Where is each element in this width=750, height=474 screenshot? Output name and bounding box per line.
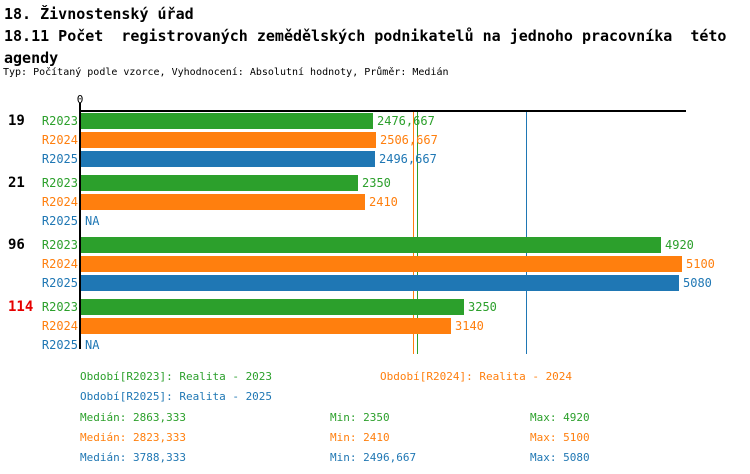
series-label-R2023: R2023	[41, 114, 78, 128]
value-label-19-R2024: 2506,667	[380, 133, 438, 147]
value-label-96-R2023: 4920	[665, 238, 694, 252]
indicator-title-line-1: 18.11 Počet registrovaných zemědělských …	[4, 27, 727, 45]
series-label-R2024: R2024	[41, 257, 78, 271]
na-label-114-R2025: NA	[85, 338, 100, 352]
group-label-19: 19	[8, 113, 25, 129]
bar-chart: 0 19 R2023 2476,667 R2024 2506,667 R2025 2496,…	[8, 93, 715, 354]
series-label-R2025: R2025	[41, 338, 78, 352]
stat-median-R2024: Medián: 2823,333	[80, 431, 186, 444]
legend-period-R2023: Období[R2023]: Realita - 2023	[80, 370, 273, 383]
bar-21-R2023	[81, 175, 358, 191]
value-label-96-R2025: 5080	[683, 276, 712, 290]
median-line-R2024	[413, 111, 414, 354]
series-label-R2025: R2025	[41, 214, 78, 228]
median-line-R2023	[417, 111, 418, 354]
series-label-R2024: R2024	[41, 319, 78, 333]
indicator-title-line-2: agendy	[4, 49, 59, 67]
value-label-114-R2023: 3250	[468, 300, 497, 314]
series-label-R2023: R2023	[41, 176, 78, 190]
bar-19-R2025	[81, 151, 375, 167]
bar-19-R2024	[81, 132, 376, 148]
group-label-21: 21	[8, 175, 25, 191]
series-label-R2024: R2024	[41, 195, 78, 209]
na-label-21-R2025: NA	[85, 214, 100, 228]
stat-median-R2025: Medián: 3788,333	[80, 451, 186, 464]
value-label-21-R2024: 2410	[369, 195, 398, 209]
stat-median-R2023: Medián: 2863,333	[80, 411, 186, 424]
value-label-21-R2023: 2350	[362, 176, 391, 190]
bar-21-R2024	[81, 194, 365, 210]
axis-tick-label-zero: 0	[76, 93, 84, 106]
series-label-R2023: R2023	[41, 300, 78, 314]
axis-line-horizontal	[80, 110, 686, 112]
value-label-19-R2025: 2496,667	[379, 152, 437, 166]
stat-min-R2025: Min: 2496,667	[330, 451, 417, 464]
value-label-114-R2024: 3140	[455, 319, 484, 333]
axis-line-vertical	[79, 103, 81, 349]
series-label-R2025: R2025	[41, 276, 78, 290]
group-label-114: 114	[8, 299, 34, 315]
bar-114-R2023	[81, 299, 464, 315]
bar-96-R2024	[81, 256, 682, 272]
bar-114-R2024	[81, 318, 451, 334]
bar-96-R2025	[81, 275, 679, 291]
legend-period-R2025: Období[R2025]: Realita - 2025	[80, 390, 273, 403]
stat-min-R2023: Min: 2350	[330, 411, 390, 424]
value-label-19-R2023: 2476,667	[377, 114, 435, 128]
value-label-96-R2024: 5100	[686, 257, 715, 271]
stat-max-R2024: Max: 5100	[530, 431, 590, 444]
stat-max-R2025: Max: 5080	[530, 451, 590, 464]
report-section-title: 18. Živnostenský úřad	[4, 5, 194, 23]
series-label-R2025: R2025	[41, 152, 78, 166]
bar-19-R2023	[81, 113, 373, 129]
bar-96-R2023	[81, 237, 661, 253]
series-label-R2023: R2023	[41, 238, 78, 252]
stat-min-R2024: Min: 2410	[330, 431, 390, 444]
stat-max-R2023: Max: 4920	[530, 411, 590, 424]
median-line-R2025	[526, 111, 527, 354]
legend-period-R2024: Období[R2024]: Realita - 2024	[380, 370, 573, 383]
indicator-subtitle: Typ: Počítaný podle vzorce, Vyhodnocení:…	[3, 67, 449, 78]
group-label-96: 96	[8, 237, 25, 253]
series-label-R2024: R2024	[41, 133, 78, 147]
